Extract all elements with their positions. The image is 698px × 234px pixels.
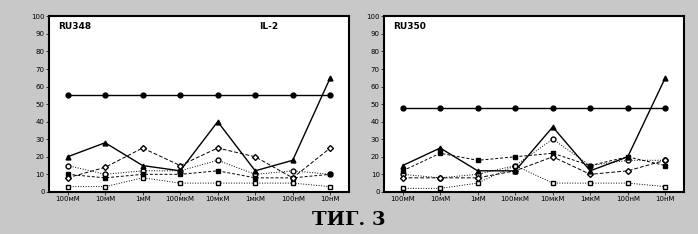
- Text: ΤИГ. 3: ΤИГ. 3: [312, 211, 386, 229]
- Text: RU348: RU348: [58, 22, 91, 31]
- Text: IL-2: IL-2: [259, 22, 278, 31]
- Text: RU350: RU350: [393, 22, 426, 31]
